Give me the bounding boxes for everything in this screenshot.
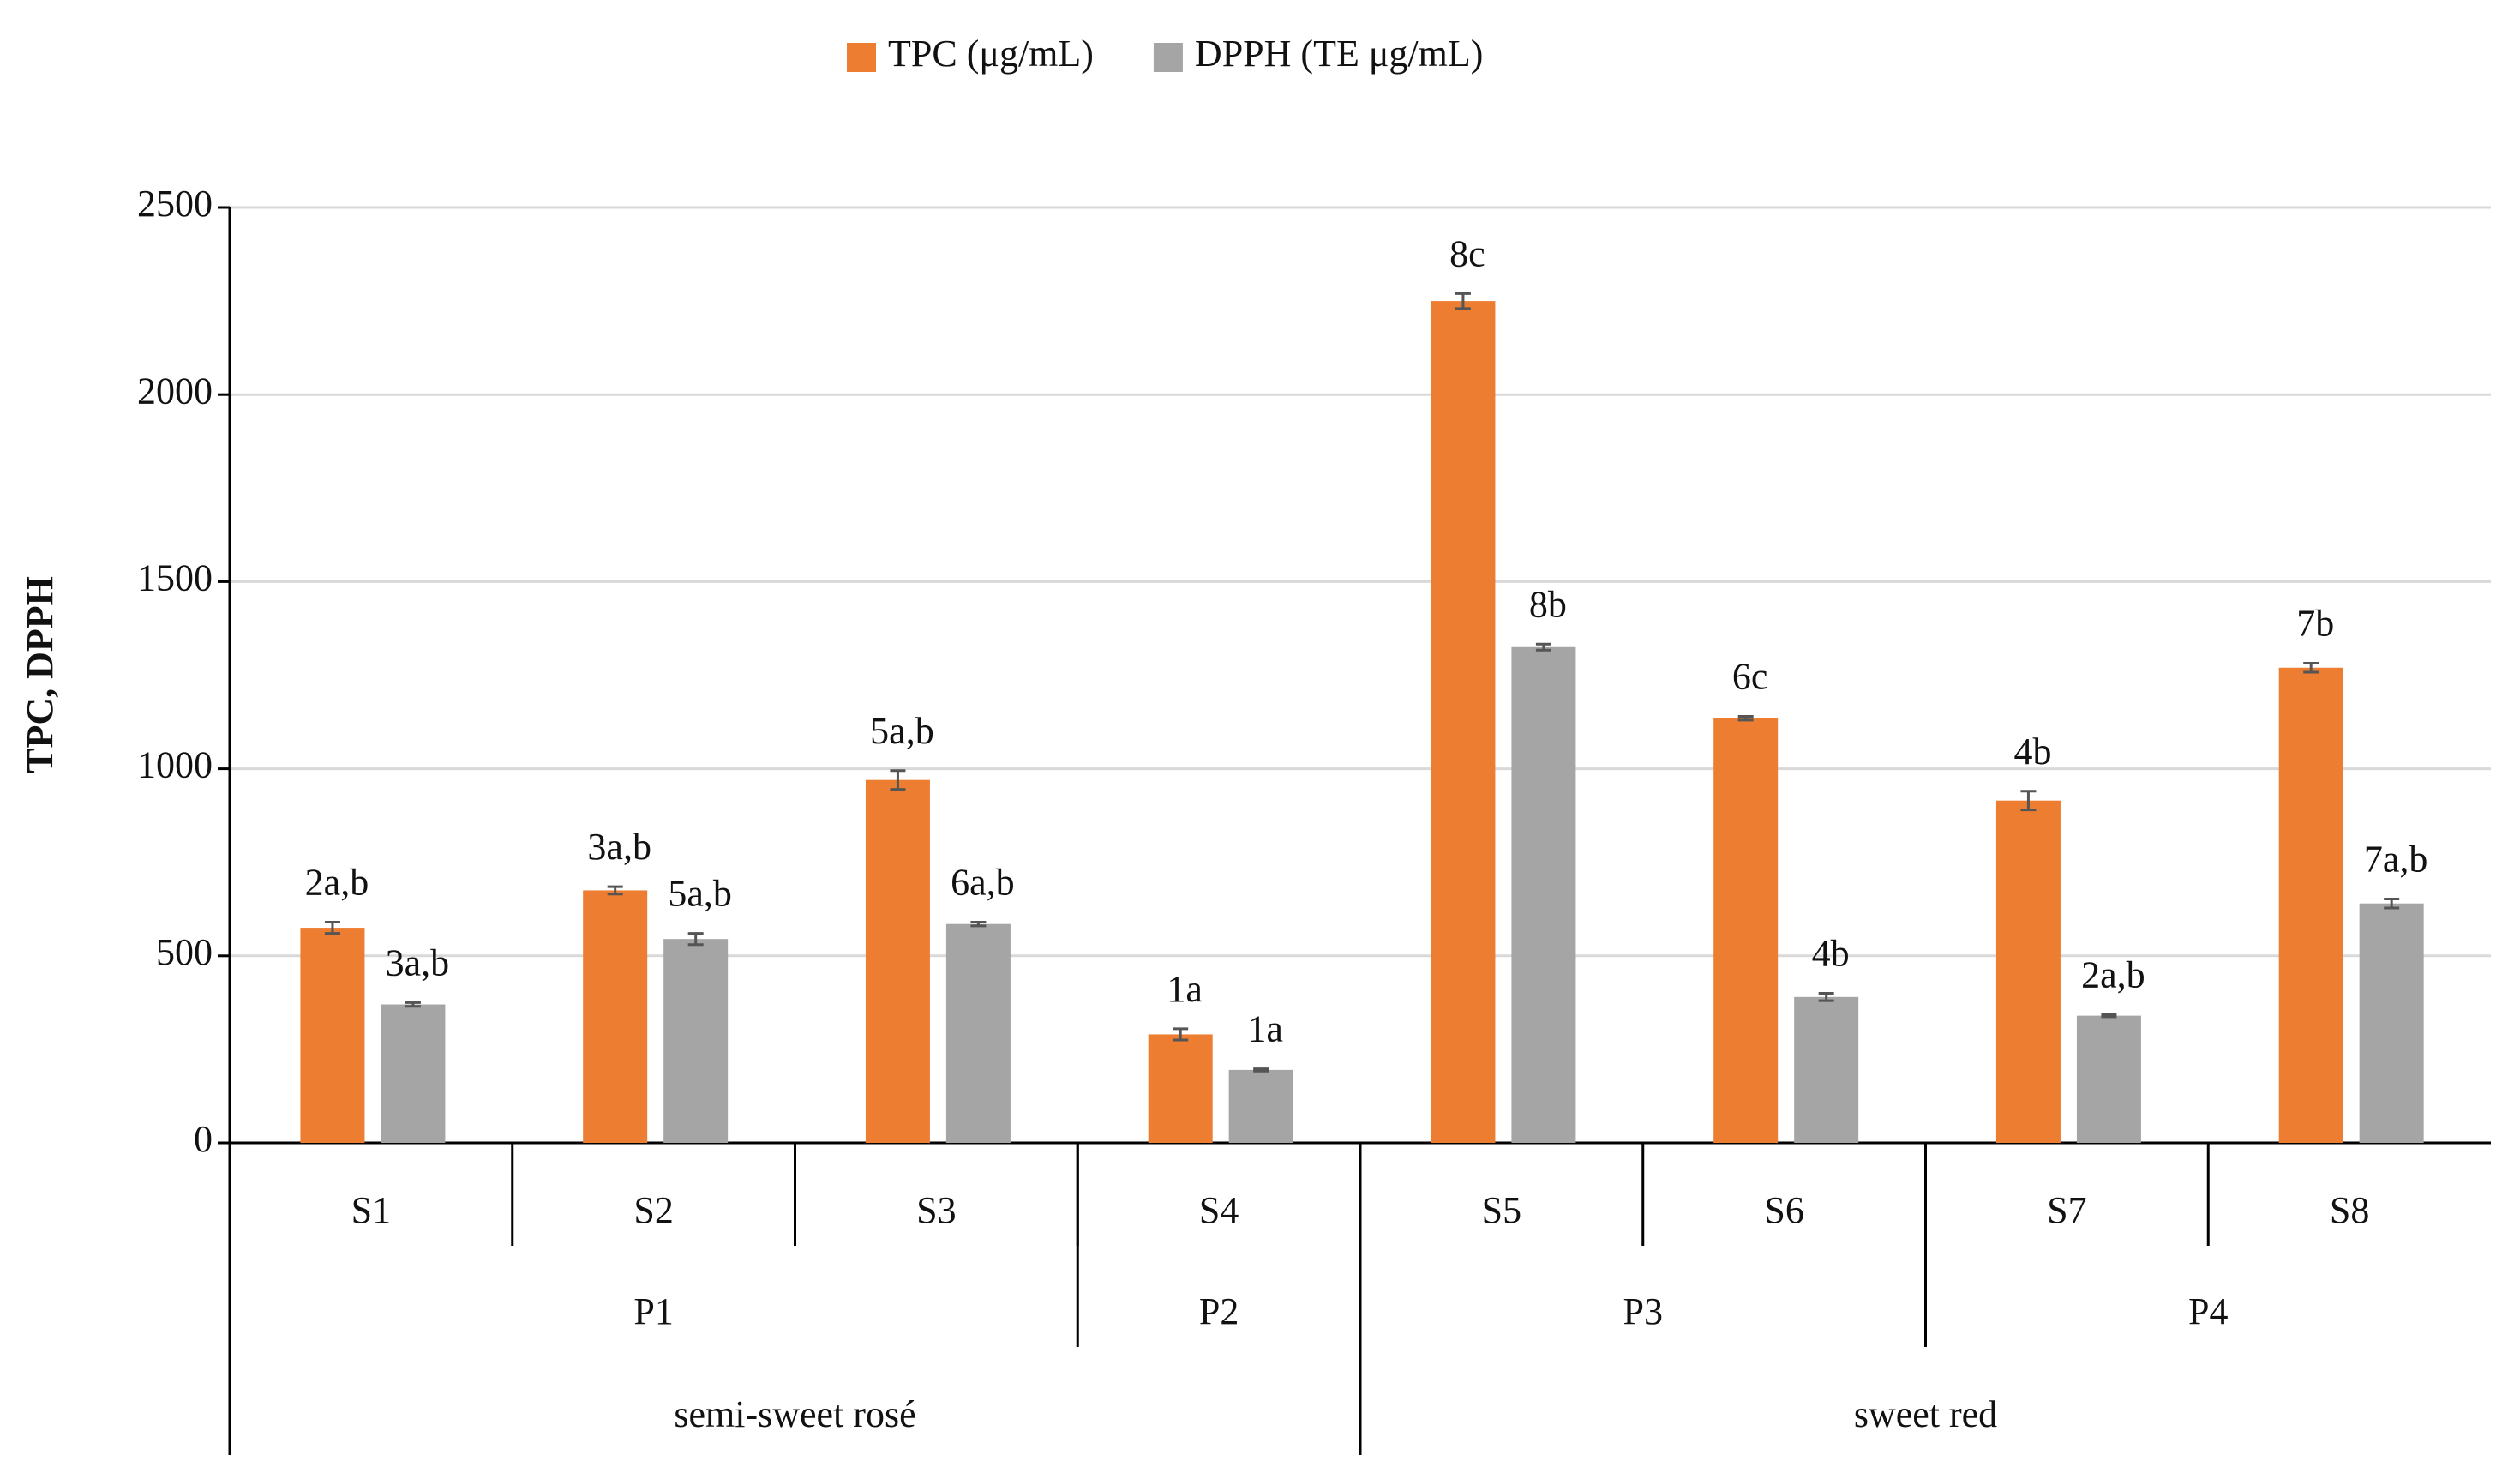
types-label: sweet red [1854, 1393, 1997, 1435]
bar-annotation: 8c [1449, 232, 1485, 274]
bar [381, 1004, 446, 1143]
groups-label: P4 [2188, 1290, 2228, 1332]
bar-annotation: 1a [1247, 1008, 1283, 1050]
error-bar [687, 932, 704, 947]
bar-annotation: 4b [1812, 933, 1850, 975]
bar [2076, 1015, 2141, 1143]
error-bar [2384, 897, 2400, 910]
bar [1228, 1069, 1293, 1143]
bar-annotation: 4b [2013, 730, 2051, 773]
bar-annotation: 5a,b [870, 710, 934, 752]
legend-swatch [1153, 43, 1183, 72]
groups-label: P1 [633, 1290, 673, 1332]
error-bar [2020, 790, 2037, 812]
bar-annotation: 8b [1529, 583, 1567, 625]
bar-annotation: 7a,b [2364, 839, 2428, 881]
bar-annotation: 7b [2296, 603, 2334, 645]
error-bar [607, 885, 623, 896]
error-bar [890, 769, 906, 791]
y-tick-label: 500 [156, 931, 213, 973]
groups-label: P2 [1199, 1290, 1239, 1332]
error-bar [1455, 292, 1471, 310]
error-bar [1173, 1027, 1189, 1042]
error-bar [324, 921, 340, 935]
bar [1511, 646, 1576, 1143]
x-tick-label: S1 [351, 1189, 391, 1231]
bar-annotation: 6c [1732, 656, 1768, 698]
bar-annotation: 2a,b [305, 862, 369, 904]
groups-label: P3 [1623, 1290, 1663, 1332]
bar [663, 939, 729, 1143]
bar [300, 928, 365, 1143]
x-tick-label: S8 [2330, 1189, 2369, 1231]
bar [583, 890, 648, 1143]
y-tick-label: 2000 [137, 370, 213, 412]
y-axis-title: TPC, DPPH [19, 576, 61, 773]
y-tick-label: 0 [194, 1118, 213, 1160]
bar-annotation: 6a,b [951, 862, 1015, 904]
y-tick-label: 2500 [137, 183, 213, 225]
x-tick-label: S4 [1199, 1189, 1239, 1231]
legend-label: TPC (μg/mL) [888, 33, 1094, 75]
bar-annotation: 3a,b [587, 826, 651, 868]
bar [2359, 903, 2424, 1143]
x-tick-label: S5 [1482, 1189, 1521, 1231]
bar [1995, 800, 2061, 1143]
error-bar [2101, 1013, 2117, 1019]
error-bar [1737, 715, 1754, 722]
y-tick-label: 1000 [137, 744, 213, 786]
bar [945, 923, 1011, 1143]
error-bar [1818, 991, 1834, 1002]
bar-annotation: 3a,b [386, 941, 450, 983]
error-bar [405, 1001, 421, 1008]
bar [2278, 667, 2343, 1143]
bar-annotation: 5a,b [668, 873, 732, 915]
x-tick-label: S7 [2047, 1189, 2086, 1231]
bar [1794, 996, 1859, 1143]
bar-annotation: 2a,b [2081, 953, 2145, 995]
bar-annotation: 1a [1167, 968, 1203, 1010]
legend-swatch [847, 43, 876, 72]
bar [865, 779, 930, 1143]
x-tick-label: S3 [916, 1189, 956, 1231]
y-tick-label: 1500 [137, 556, 213, 598]
bar [1431, 301, 1496, 1144]
error-bar [2303, 662, 2319, 674]
bar [1148, 1034, 1213, 1143]
x-tick-label: S2 [633, 1189, 673, 1231]
error-bar [970, 921, 987, 928]
x-tick-label: S6 [1764, 1189, 1803, 1231]
bar [1713, 718, 1779, 1143]
error-bar [1535, 642, 1551, 652]
types-label: semi-sweet rosé [674, 1393, 915, 1435]
error-bar [1253, 1067, 1269, 1073]
legend-label: DPPH (TE μg/mL) [1195, 33, 1483, 75]
